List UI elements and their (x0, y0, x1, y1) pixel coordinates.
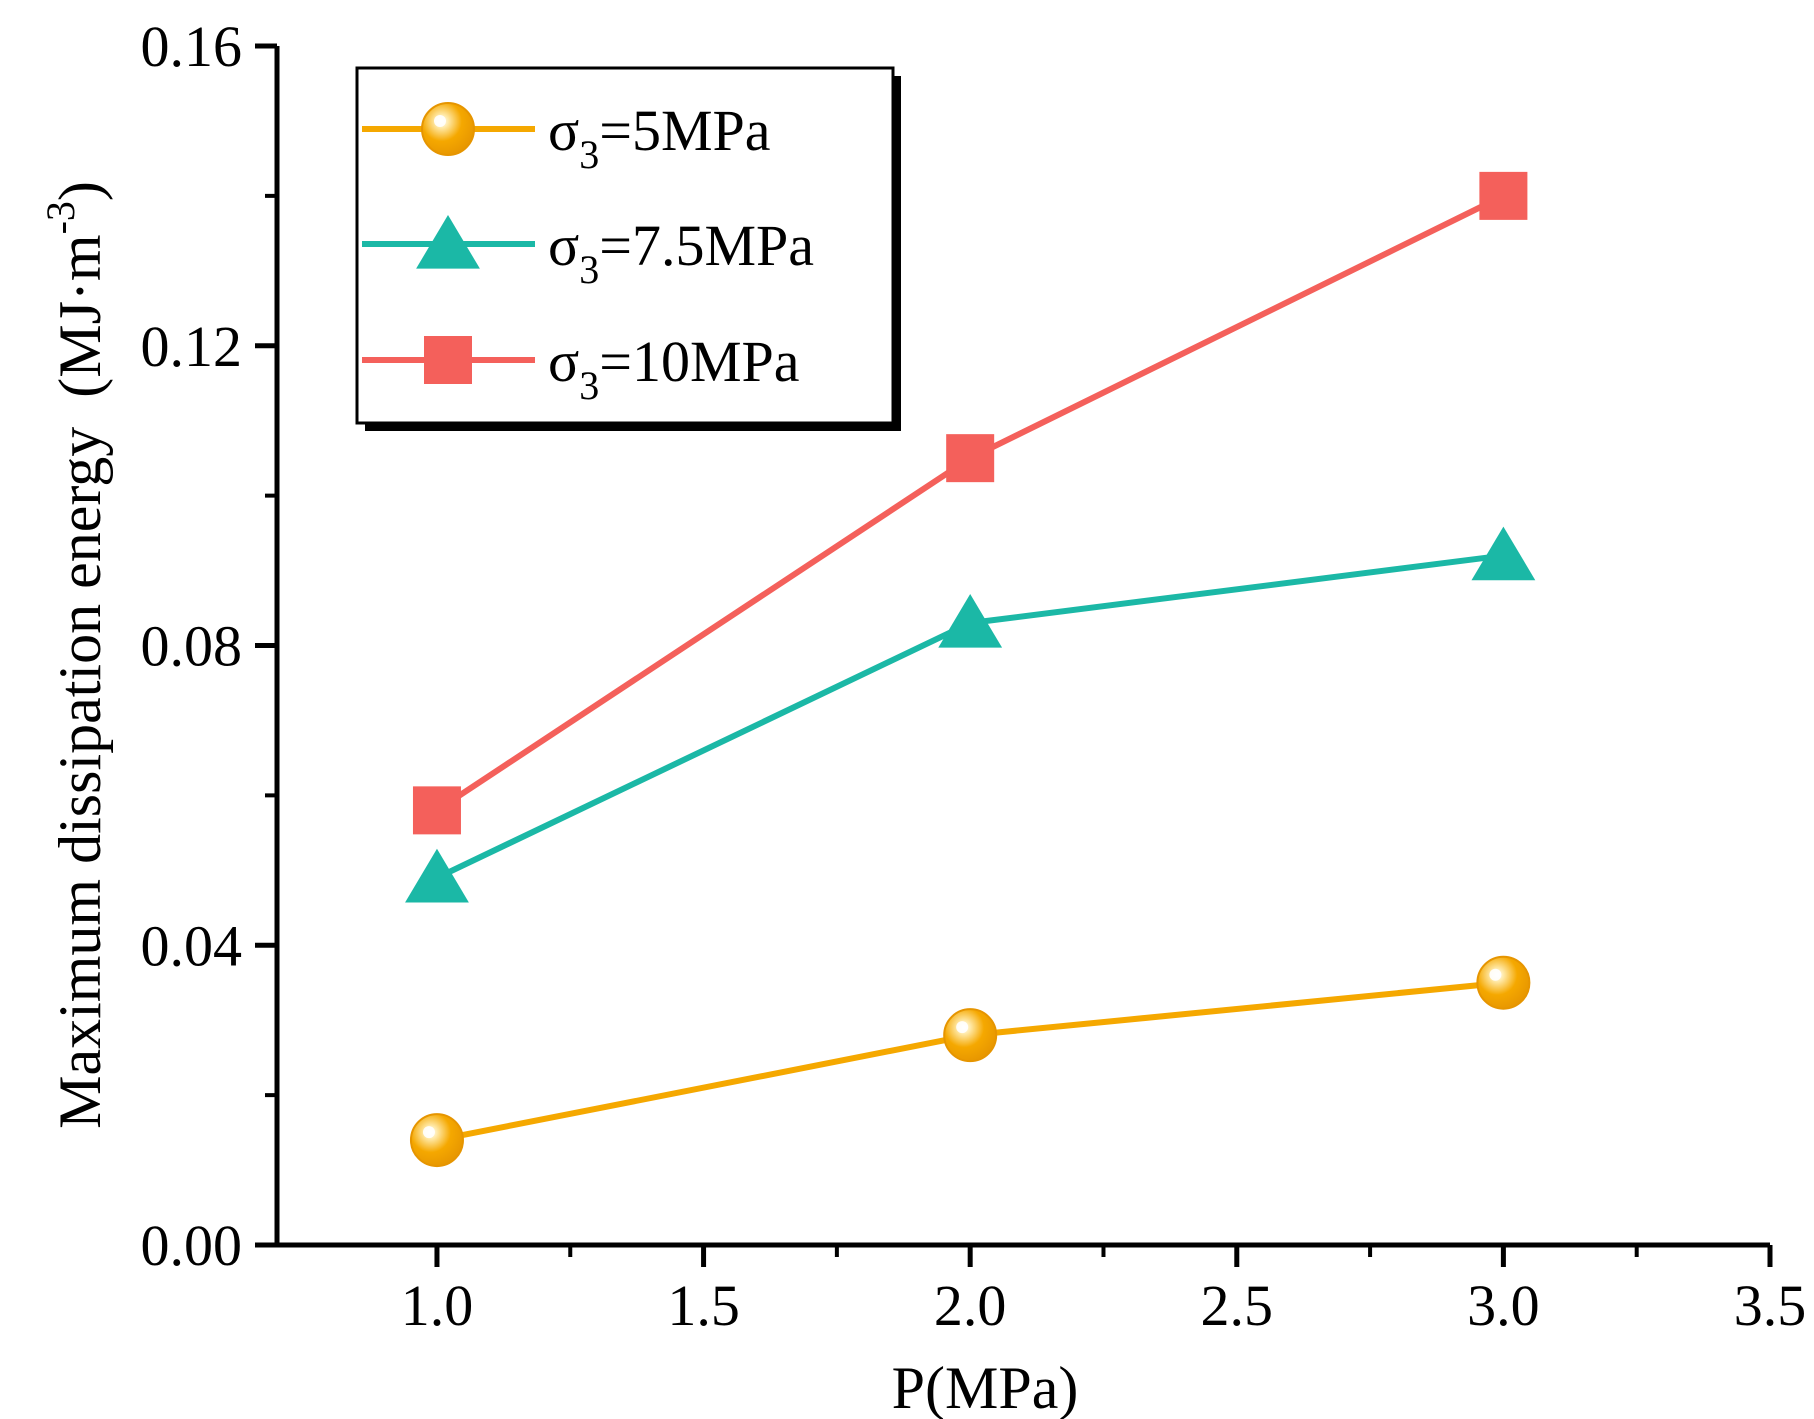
data-point-circle-0-highlight (422, 1126, 435, 1139)
legend-item-0: σ3=5MPa (362, 98, 771, 177)
y-tick-label-4: 0.16 (141, 14, 243, 79)
data-point-circle-2-highlight (1489, 968, 1502, 981)
data-point-circle-0-ball (409, 1113, 464, 1168)
x-ticks: 1.0 1.5 2.0 2.5 3.0 3.5 (401, 1245, 1807, 1338)
series-layer (405, 171, 1536, 1168)
y-axis-title-unit: (MJ·m (47, 234, 113, 397)
data-point-circle-0 (409, 1113, 464, 1168)
legend-item-1: σ3=7.5MPa (362, 213, 814, 292)
legend-label-1: σ3=7.5MPa (548, 213, 814, 292)
x-tick-label-4: 3.0 (1467, 1273, 1540, 1338)
legend-label-subscript-1: 3 (579, 247, 599, 292)
legend-item-2: σ3=10MPa (362, 329, 800, 408)
data-point-circle-2-ball (1476, 955, 1531, 1010)
legend-label-symbol-0: σ (548, 98, 579, 163)
data-point-square-1 (946, 434, 995, 483)
legend-label-symbol-2: σ (548, 329, 579, 394)
y-ticks: 0.00 0.04 0.08 0.12 0.16 (141, 14, 277, 1278)
y-axis-title-unit-exponent: -3 (38, 201, 83, 234)
data-point-circle-1 (943, 1008, 998, 1063)
x-tick-label-3: 2.5 (1201, 1273, 1274, 1338)
legend-marker-0-ball (421, 102, 475, 156)
legend-label-value-1: =7.5MPa (599, 213, 814, 278)
x-tick-label-2: 2.0 (934, 1273, 1007, 1338)
y-tick-label-2: 0.08 (141, 614, 243, 679)
legend-marker-0 (421, 102, 475, 156)
y-axis-title-unit-close: ) (47, 181, 113, 201)
legend-label-2: σ3=10MPa (548, 329, 800, 408)
data-point-triangle-2 (1471, 526, 1536, 581)
legend-label-subscript-0: 3 (579, 132, 599, 177)
y-tick-label-1: 0.04 (141, 913, 243, 978)
data-point-square-0 (412, 786, 461, 835)
y-axis-title-main: Maximum dissipation energy (47, 427, 113, 1129)
y-tick-label-3: 0.12 (141, 314, 243, 379)
data-point-square-2 (1479, 171, 1528, 220)
data-point-circle-2 (1476, 955, 1531, 1010)
data-point-triangle-0 (405, 848, 469, 903)
legend-marker-2 (424, 336, 472, 384)
legend-marker-0-highlight (434, 115, 446, 127)
x-tick-label-1: 1.5 (667, 1273, 740, 1338)
legend-label-value-2: =10MPa (599, 329, 799, 394)
y-tick-label-0: 0.00 (141, 1213, 243, 1278)
legend-marker-1 (416, 215, 480, 269)
legend-label-0: σ3=5MPa (548, 98, 771, 177)
data-point-circle-1-highlight (956, 1021, 969, 1034)
legend-label-subscript-2: 3 (579, 363, 599, 408)
y-axis-title: Maximum dissipation energy (MJ·m-3) (38, 181, 113, 1129)
data-point-circle-1-ball (943, 1008, 998, 1063)
legend-label-symbol-1: σ (548, 213, 579, 278)
x-tick-label-0: 1.0 (401, 1273, 474, 1338)
legend-label-value-0: =5MPa (599, 98, 770, 163)
x-tick-label-5: 3.5 (1734, 1273, 1807, 1338)
data-point-triangle-1 (938, 594, 1003, 648)
x-axis-title: P(MPa) (892, 1355, 1079, 1419)
